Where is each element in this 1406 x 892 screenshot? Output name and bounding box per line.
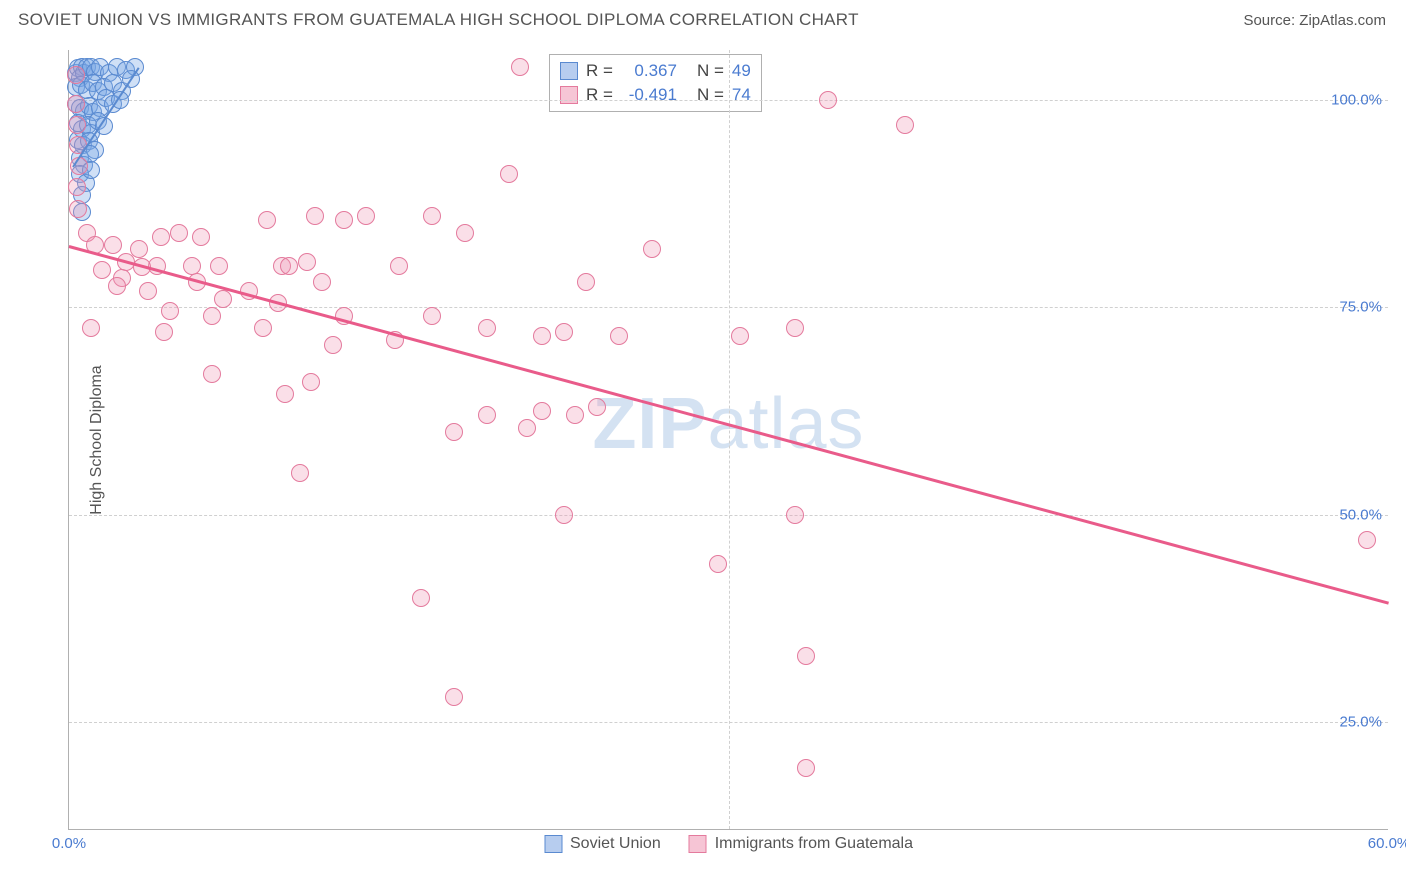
scatter-point (291, 464, 309, 482)
chart-plot-area: High School Diploma ZIPatlas R =0.367N =… (68, 50, 1388, 830)
scatter-point (183, 257, 201, 275)
scatter-point (500, 165, 518, 183)
scatter-point (390, 257, 408, 275)
scatter-point (68, 178, 86, 196)
y-tick-label: 100.0% (1331, 91, 1382, 108)
scatter-point (161, 302, 179, 320)
scatter-point (302, 373, 320, 391)
series-legend-item: Immigrants from Guatemala (689, 835, 913, 853)
scatter-point (67, 66, 85, 84)
scatter-point (104, 236, 122, 254)
scatter-point (93, 261, 111, 279)
y-axis-label: High School Diploma (88, 365, 106, 514)
scatter-point (709, 555, 727, 573)
scatter-point (298, 253, 316, 271)
scatter-point (445, 423, 463, 441)
scatter-point (357, 207, 375, 225)
legend-swatch (544, 835, 562, 853)
scatter-point (478, 319, 496, 337)
r-value: -0.491 (621, 85, 677, 105)
chart-title: SOVIET UNION VS IMMIGRANTS FROM GUATEMAL… (18, 10, 859, 30)
x-tick-label: 60.0% (1368, 835, 1406, 852)
n-value: 74 (732, 85, 751, 105)
scatter-point (210, 257, 228, 275)
scatter-point (192, 228, 210, 246)
scatter-point (786, 506, 804, 524)
n-label: N = (697, 85, 724, 105)
scatter-point (203, 307, 221, 325)
scatter-point (533, 327, 551, 345)
legend-swatch (560, 62, 578, 80)
scatter-point (276, 385, 294, 403)
legend-swatch (560, 86, 578, 104)
scatter-point (306, 207, 324, 225)
scatter-point (214, 290, 232, 308)
scatter-point (456, 224, 474, 242)
series-name: Soviet Union (570, 835, 661, 853)
scatter-point (423, 307, 441, 325)
scatter-point (518, 419, 536, 437)
scatter-point (152, 228, 170, 246)
scatter-point (511, 58, 529, 76)
y-tick-label: 25.0% (1339, 714, 1382, 731)
scatter-point (478, 406, 496, 424)
scatter-point (203, 365, 221, 383)
scatter-point (155, 323, 173, 341)
legend-swatch (689, 835, 707, 853)
scatter-point (1358, 531, 1376, 549)
correlation-legend-row: R = -0.491 N = 74 (560, 83, 751, 107)
scatter-point (130, 240, 148, 258)
watermark-bold: ZIP (592, 384, 707, 464)
correlation-legend-row: R = 0.367 N = 49 (560, 59, 751, 83)
scatter-point (555, 506, 573, 524)
scatter-point (533, 402, 551, 420)
x-tick-label: 0.0% (52, 835, 86, 852)
scatter-point (610, 327, 628, 345)
scatter-point (254, 319, 272, 337)
scatter-point (170, 224, 188, 242)
scatter-point (797, 647, 815, 665)
series-name: Immigrants from Guatemala (715, 835, 913, 853)
scatter-point (566, 406, 584, 424)
scatter-point (67, 95, 85, 113)
scatter-point (643, 240, 661, 258)
r-value: 0.367 (621, 61, 677, 81)
scatter-point (335, 211, 353, 229)
scatter-point (139, 282, 157, 300)
scatter-point (313, 273, 331, 291)
scatter-point (577, 273, 595, 291)
scatter-point (797, 759, 815, 777)
scatter-point (68, 116, 86, 134)
scatter-point (258, 211, 276, 229)
scatter-point (819, 91, 837, 109)
r-label: R = (586, 61, 613, 81)
scatter-point (445, 688, 463, 706)
n-label: N = (697, 61, 724, 81)
y-tick-label: 50.0% (1339, 506, 1382, 523)
scatter-point (280, 257, 298, 275)
series-legend-item: Soviet Union (544, 835, 661, 853)
scatter-point (588, 398, 606, 416)
scatter-point (896, 116, 914, 134)
r-label: R = (586, 85, 613, 105)
scatter-point (423, 207, 441, 225)
scatter-point (108, 277, 126, 295)
y-tick-label: 75.0% (1339, 299, 1382, 316)
source-label: Source: ZipAtlas.com (1243, 12, 1386, 29)
n-value: 49 (732, 61, 751, 81)
scatter-point (69, 200, 87, 218)
scatter-point (412, 589, 430, 607)
scatter-point (731, 327, 749, 345)
scatter-point (786, 319, 804, 337)
gridline-vertical (729, 50, 730, 829)
scatter-point (555, 323, 573, 341)
scatter-point (324, 336, 342, 354)
header-bar: SOVIET UNION VS IMMIGRANTS FROM GUATEMAL… (0, 0, 1406, 40)
series-legend: Soviet Union Immigrants from Guatemala (544, 835, 913, 853)
scatter-point (82, 319, 100, 337)
